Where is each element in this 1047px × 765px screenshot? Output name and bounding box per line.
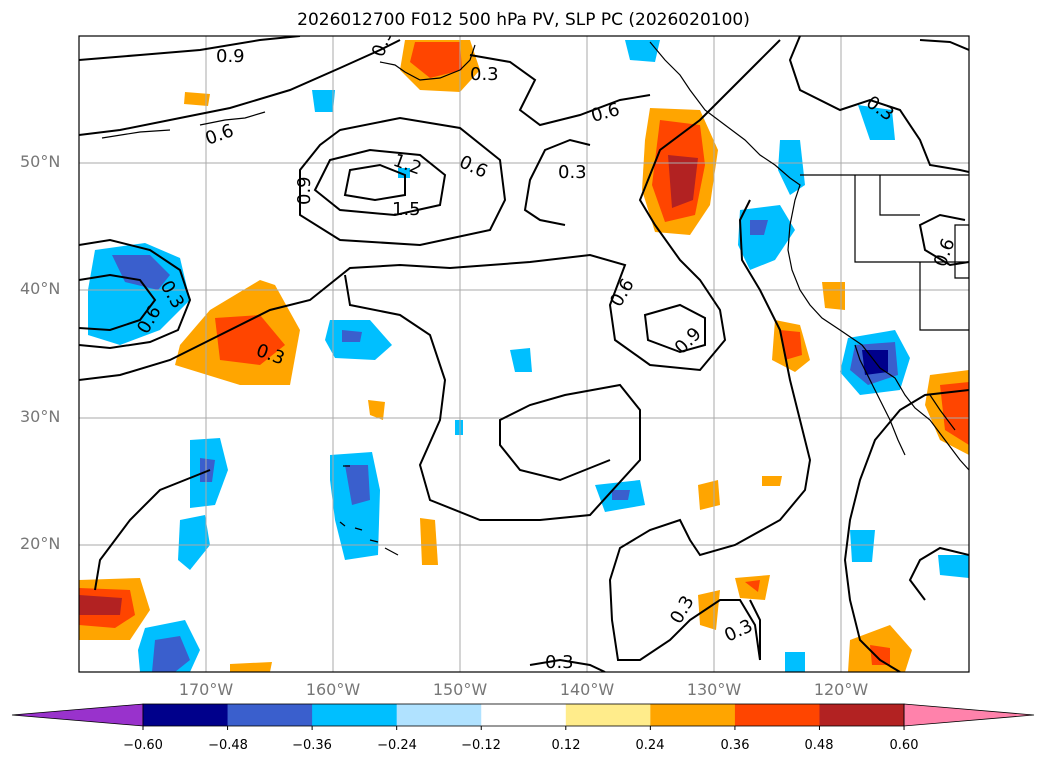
plot-frame (78, 35, 970, 673)
lat-label-40n: 40°N (20, 279, 61, 298)
colorbar-tick: 0.24 (635, 738, 665, 753)
contour-label: 0.9 (671, 323, 706, 358)
colorbar-extend-min (11, 703, 144, 727)
colorbar-segment (312, 704, 398, 726)
lon-label-170w: 170°W (178, 680, 234, 699)
lon-label-130w: 130°W (686, 680, 742, 699)
colorbar-frame (142, 703, 905, 727)
colorbar-tick: −0.48 (208, 738, 248, 753)
map-title: 2026012700 F012 500 hPa PV, SLP PC (2026… (297, 10, 750, 30)
lon-label-160w: 160°W (305, 680, 361, 699)
contour-label: 0.3 (721, 615, 756, 646)
pv-negative-region (88, 243, 190, 345)
colorbar-segment (650, 704, 736, 726)
contour-label: 0.3 (470, 64, 499, 85)
colorbar-segment (481, 704, 567, 726)
colorbar-segment (819, 704, 905, 726)
slp-contours (79, 36, 969, 672)
colorbar-extend-max (903, 703, 1035, 727)
colorbar-tick: 0.48 (804, 738, 834, 753)
lat-label-20n: 20°N (20, 534, 61, 553)
contour-label: 0.9 (216, 46, 245, 67)
graticule (79, 36, 969, 672)
colorbar-tick: 0.36 (720, 738, 750, 753)
contour-label: 0.3 (545, 652, 574, 673)
colorbar-tick: −0.12 (461, 738, 501, 753)
contour-label: 0.9 (294, 176, 315, 205)
pv-negative-region (738, 205, 795, 270)
colorbar-tick: −0.60 (123, 738, 163, 753)
colorbar-segment (143, 704, 229, 726)
lon-label-150w: 150°W (432, 680, 488, 699)
contour-label: 0.6 (456, 151, 491, 182)
lat-label-30n: 30°N (20, 407, 61, 426)
colorbar-segment (734, 704, 820, 726)
contour-label: 0.3 (558, 162, 587, 183)
contour-label: 0.6 (589, 99, 622, 127)
lon-label-120w: 120°W (813, 680, 869, 699)
colorbar-segment (227, 704, 313, 726)
colorbar (11, 703, 1035, 730)
colorbar-tick: 0.60 (889, 738, 919, 753)
pv-shading (79, 40, 969, 672)
coastlines (101, 41, 969, 556)
colorbar-tick: 0.12 (551, 738, 581, 753)
colorbar-segment (396, 704, 482, 726)
contour-label: 0.3 (666, 592, 699, 627)
lon-label-140w: 140°W (559, 680, 615, 699)
contour-label: 0.3 (368, 26, 398, 60)
colorbar-tick: −0.24 (377, 738, 417, 753)
colorbar-tick: −0.36 (292, 738, 332, 753)
colorbar-segment (565, 704, 651, 726)
lat-label-50n: 50°N (20, 152, 61, 171)
contour-label: 1.5 (392, 199, 421, 220)
contour-label: 0.6 (203, 120, 237, 150)
